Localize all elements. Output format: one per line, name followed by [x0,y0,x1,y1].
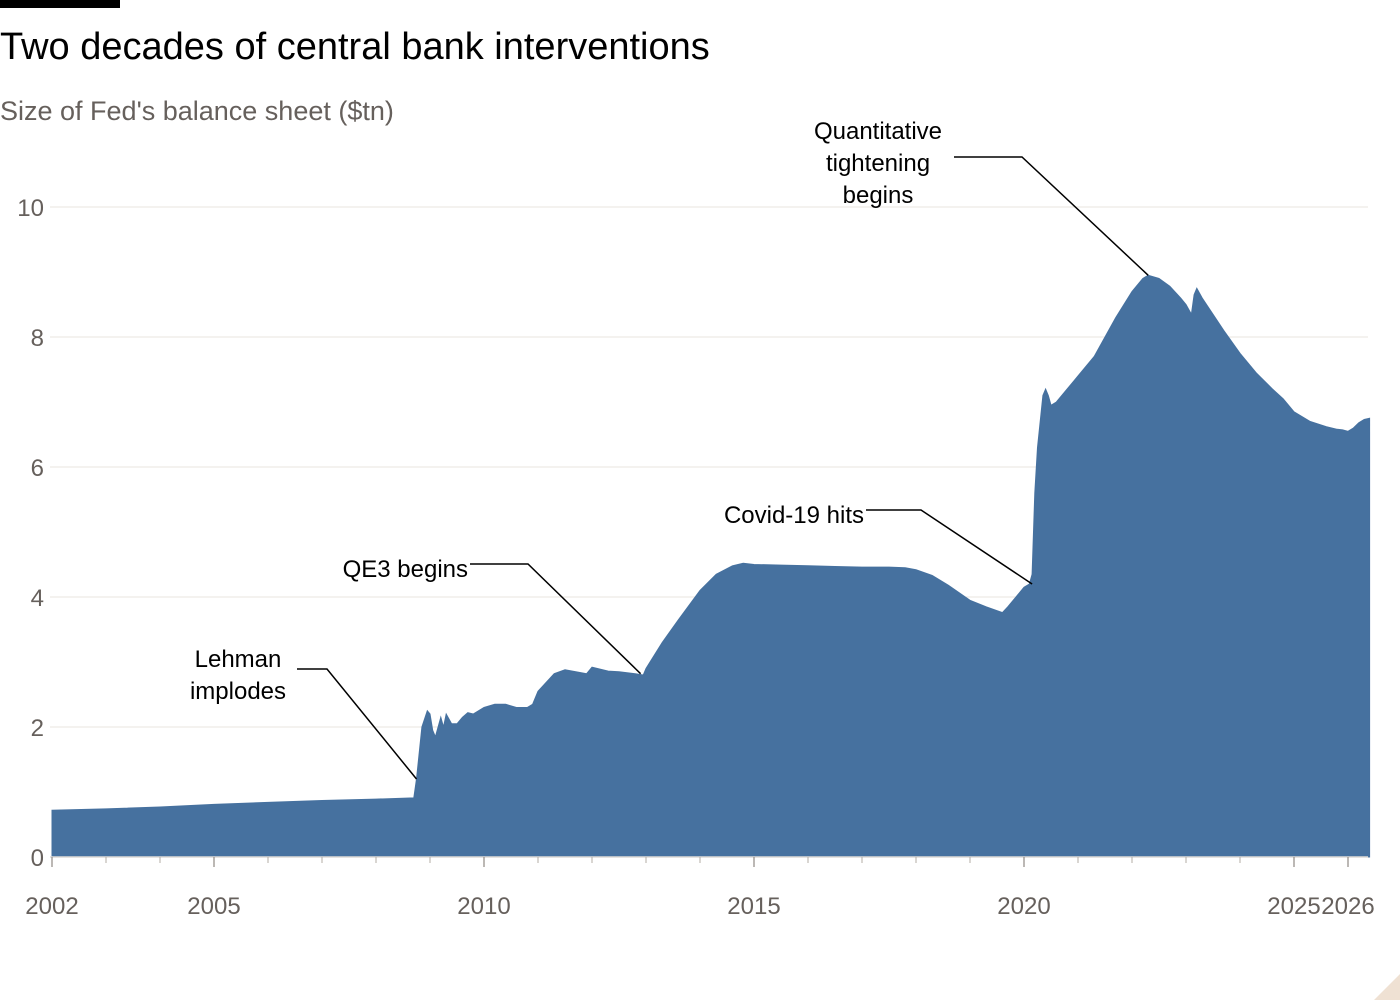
annotation: Covid-19 hits [724,502,1033,585]
annotation: QE3 begins [343,556,642,675]
axes: 0 2 4 6 8 10 2002 2005 2010 2015 2020 2025 2026 [17,195,1374,920]
corner-mark [1374,974,1400,1000]
chart-title: Two decades of central bank intervention… [0,26,710,68]
y-tick-label: 2 [31,715,44,742]
annotation-label: Covid-19 hits [724,502,864,529]
area-series [51,274,1371,858]
x-tick-label: 2002 [25,893,78,920]
annotation-label: implodes [190,678,286,705]
y-tick-label: 4 [31,585,44,612]
annotation-label: Quantitative [814,118,942,145]
x-tick-label: 2025 [1267,893,1320,920]
annotation-leader-line [866,509,1033,585]
annotations: Lehman implodes QE3 begins Covid-19 hits Qua… [190,118,1149,780]
annotation-label: QE3 begins [343,556,468,583]
x-tick-label: 2005 [187,893,240,920]
brand-top-bar [0,0,120,8]
balance-sheet-area [51,274,1371,858]
x-tick-label: 2015 [727,893,780,920]
annotation: Lehman implodes [190,646,418,780]
chart-subtitle: Size of Fed's balance sheet ($tn) [0,96,394,126]
annotation-label: begins [843,182,914,209]
annotation-leader-line [470,563,642,675]
x-tick-label: 2010 [457,893,510,920]
annotation-label: tightening [826,150,930,177]
y-tick-label: 0 [31,845,44,872]
annotation-label: Lehman [195,646,282,673]
annotation-leader-line [297,668,418,780]
y-tick-label: 8 [31,325,44,352]
x-tick-label: 2020 [997,893,1050,920]
x-tick-label: 2026 [1321,893,1374,920]
y-tick-label: 10 [17,195,44,222]
annotation: Quantitative tightening begins [814,118,1149,276]
annotation-leader-line [954,156,1149,276]
y-tick-label: 6 [31,455,44,482]
